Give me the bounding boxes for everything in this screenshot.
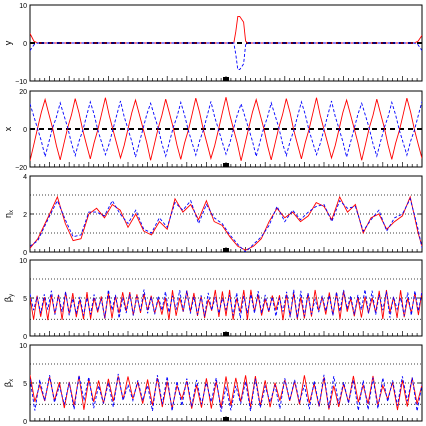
- x-marker: [223, 77, 229, 81]
- series-line-red: [30, 97, 422, 161]
- y-tick-label: 0: [23, 419, 27, 426]
- y-axis-label: x: [3, 126, 13, 131]
- y-tick-label: 20: [19, 89, 27, 96]
- series-line-blue: [30, 373, 422, 412]
- y-tick-label: 10: [19, 258, 27, 265]
- y-tick-label: −10: [15, 79, 27, 86]
- y-axis-label: ηx: [3, 210, 15, 218]
- series-line-red: [30, 15, 422, 44]
- series-line-blue: [30, 197, 422, 252]
- series-line-red: [30, 195, 422, 251]
- x-marker: [223, 163, 229, 167]
- y-tick-label: 10: [19, 343, 27, 350]
- y-tick-label: 4: [23, 174, 27, 181]
- x-marker: [223, 417, 229, 421]
- y-tick-label: 0: [23, 334, 27, 341]
- series-line-blue: [30, 289, 422, 319]
- series-line-red: [30, 289, 422, 321]
- y-tick-label: 2: [23, 212, 27, 219]
- y-axis-label: βy: [3, 294, 15, 302]
- series-line-blue: [30, 42, 422, 71]
- y-tick-label: −20: [15, 165, 27, 172]
- y-tick-label: 0: [23, 41, 27, 48]
- y-tick-label: 0: [23, 127, 27, 134]
- x-marker: [223, 332, 229, 336]
- x-marker: [223, 248, 229, 252]
- y-tick-label: 5: [23, 296, 27, 303]
- y-axis-label: βx: [3, 379, 15, 387]
- y-tick-label: 5: [23, 381, 27, 388]
- series-line-red: [30, 374, 422, 411]
- y-tick-label: 10: [19, 3, 27, 10]
- y-axis-label: y: [3, 40, 13, 45]
- y-tick-label: 0: [23, 250, 27, 257]
- series-line-blue: [30, 100, 422, 158]
